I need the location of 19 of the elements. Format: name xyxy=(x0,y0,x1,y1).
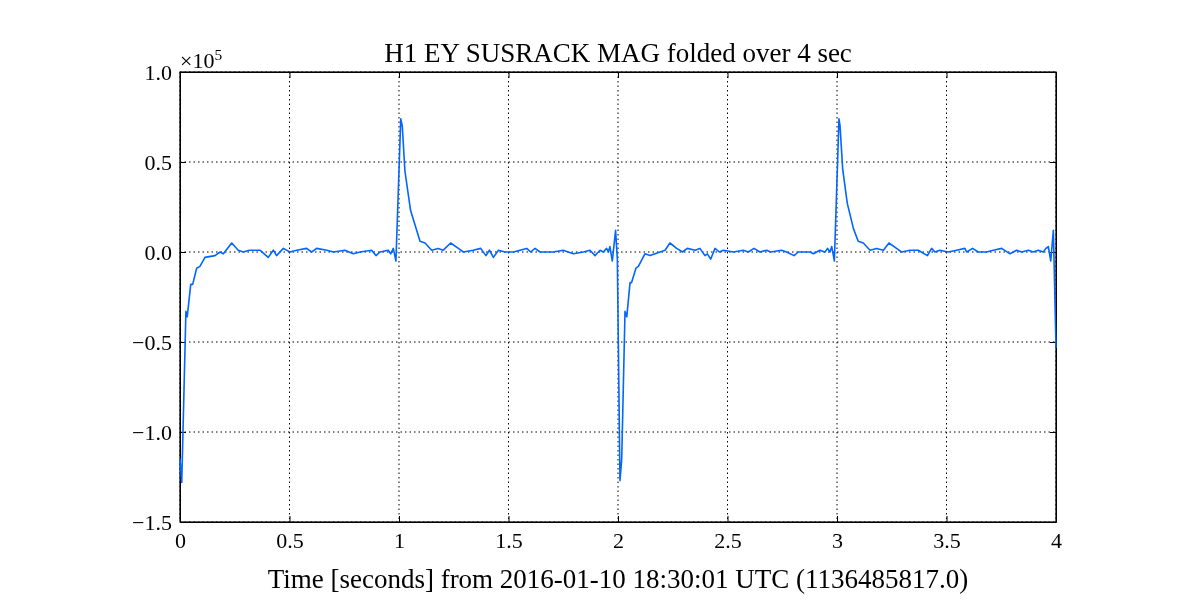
x-tick-label: 0.5 xyxy=(276,527,304,553)
x-tick-label: 0 xyxy=(175,527,186,553)
annotation: ×10$^{5}$ xyxy=(180,45,223,73)
x-tick-label: 4 xyxy=(1051,527,1062,553)
chart-title: H1 EY SUSRACK MAG folded over 4 sec xyxy=(384,38,852,68)
y-tick-label: 1.0 xyxy=(144,59,172,85)
y-tick-label: −0.5 xyxy=(132,329,172,355)
line-series xyxy=(179,118,1057,484)
y-tick-label: 0.5 xyxy=(144,149,172,175)
x-tick-label: 2.5 xyxy=(714,527,742,553)
x-tick-label: 2 xyxy=(613,527,624,553)
x-tick-label: 1 xyxy=(394,527,405,553)
x-tick-label: 3 xyxy=(832,527,843,553)
x-axis-title: Time [seconds] from 2016-01-10 18:30:01 UTC (1136485817.0) xyxy=(267,564,969,594)
y-tick-label: 0.0 xyxy=(144,239,172,265)
y-tick-label: −1.5 xyxy=(132,509,172,535)
x-tick-label: 1.5 xyxy=(495,527,523,553)
x-tick-label: 3.5 xyxy=(933,527,961,553)
y-tick-label: −1.0 xyxy=(132,419,172,445)
